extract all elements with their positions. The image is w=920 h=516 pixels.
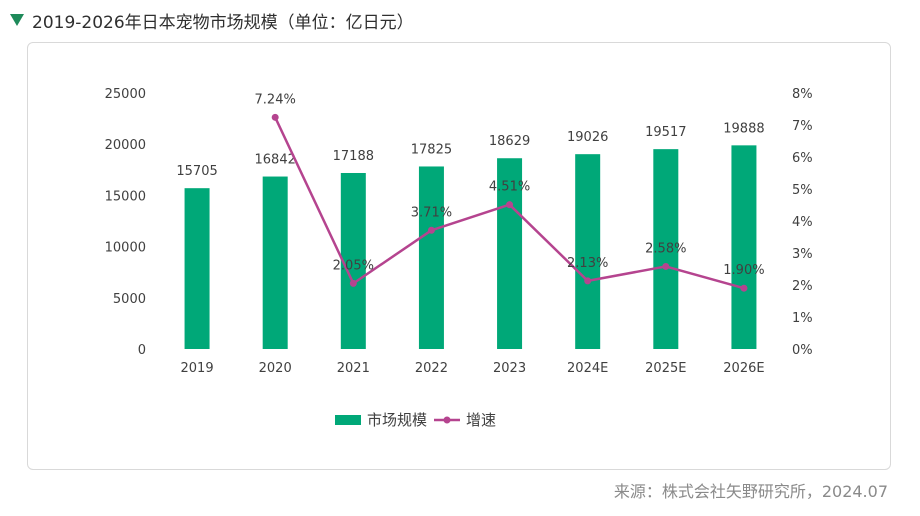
bar-labels: 15705 16842 17188 17825 18629 19026 19517 19888 (176, 121, 764, 179)
right-tick-label: 2% (792, 279, 813, 294)
left-tick-label: 15000 (105, 189, 146, 204)
legend-bar-label: 市场规模 (367, 411, 427, 429)
bar-value-label: 15705 (176, 164, 217, 179)
left-axis: 0 5000 10000 15000 20000 25000 (105, 87, 146, 358)
legend-bar-swatch (335, 415, 361, 425)
growth-point-2020 (271, 113, 279, 121)
growth-value-label: 3.71% (411, 205, 452, 220)
line-labels: 7.24% 2.05% 3.71% 4.51% 2.13% 2.58% 1.90% (255, 92, 765, 278)
right-tick-label: 3% (792, 247, 813, 262)
bar-2019 (184, 188, 210, 349)
bar-value-label: 17188 (333, 149, 374, 164)
bar-value-label: 19517 (645, 125, 686, 140)
growth-point-2024E (584, 277, 592, 285)
right-tick-label: 8% (792, 87, 813, 102)
x-tick-label: 2019 (181, 361, 214, 376)
left-tick-label: 10000 (105, 241, 146, 256)
x-tick-label: 2025E (645, 361, 686, 376)
x-axis: 2019 2020 2021 2022 2023 2024E 2025E 2026E (181, 361, 765, 376)
chart-card: 0 5000 10000 15000 20000 25000 0% 1% 2% 3% 4% 5% 6%… (27, 42, 891, 470)
bar-2020 (262, 176, 288, 349)
growth-point-2026E (740, 284, 748, 292)
left-tick-label: 20000 (105, 138, 146, 153)
right-tick-label: 7% (792, 119, 813, 134)
right-axis: 0% 1% 2% 3% 4% 5% 6% 7% 8% (792, 87, 813, 358)
right-tick-label: 4% (792, 215, 813, 230)
left-tick-label: 0 (138, 343, 146, 358)
right-tick-label: 0% (792, 343, 813, 358)
x-tick-label: 2024E (567, 361, 608, 376)
bar-value-label: 18629 (489, 134, 530, 149)
growth-point-2021 (349, 279, 357, 287)
bar-series (184, 145, 757, 349)
line-series (271, 113, 748, 292)
legend-line-marker (443, 416, 451, 424)
legend: 市场规模 增速 (335, 411, 496, 429)
triangle-marker-icon (10, 14, 24, 26)
chart-title: 2019-2026年日本宠物市场规模（单位：亿日元） (32, 12, 414, 33)
bar-2021 (340, 172, 366, 349)
growth-value-label: 4.51% (489, 180, 530, 195)
legend-line-label: 增速 (466, 411, 496, 429)
growth-value-label: 2.58% (645, 241, 686, 256)
bar-value-label: 17825 (411, 142, 452, 157)
bar-2026E (731, 145, 757, 349)
growth-value-label: 2.13% (567, 256, 608, 271)
growth-value-label: 1.90% (723, 263, 764, 278)
growth-point-2022 (427, 226, 435, 234)
x-tick-label: 2020 (259, 361, 292, 376)
growth-point-2025E (662, 262, 670, 270)
growth-value-label: 2.05% (333, 258, 374, 273)
chart-header: 2019-2026年日本宠物市场规模（单位：亿日元） (10, 6, 414, 34)
bar-2024E (575, 154, 601, 349)
x-tick-label: 2023 (493, 361, 526, 376)
bar-value-label: 19888 (723, 121, 764, 136)
growth-value-label: 7.24% (255, 92, 296, 107)
right-tick-label: 1% (792, 311, 813, 326)
left-tick-label: 25000 (105, 87, 146, 102)
bar-2023 (497, 158, 523, 349)
right-tick-label: 6% (792, 151, 813, 166)
bar-2022 (418, 166, 444, 349)
x-tick-label: 2021 (337, 361, 370, 376)
bar-value-label: 19026 (567, 130, 608, 145)
combo-chart: 0 5000 10000 15000 20000 25000 0% 1% 2% 3% 4% 5% 6%… (105, 87, 813, 429)
x-tick-label: 2026E (723, 361, 764, 376)
bar-value-label: 16842 (255, 153, 296, 168)
source-note: 来源：株式会社矢野研究所，2024.07 (613, 482, 888, 501)
left-tick-label: 5000 (113, 292, 146, 307)
growth-point-2023 (506, 201, 514, 209)
right-tick-label: 5% (792, 183, 813, 198)
bar-2025E (653, 149, 679, 349)
x-tick-label: 2022 (415, 361, 448, 376)
